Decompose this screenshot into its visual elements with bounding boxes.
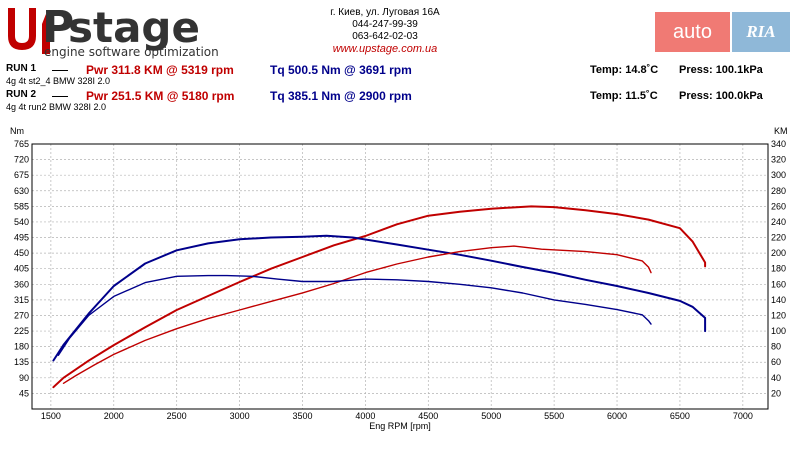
run1-press: Press: 100.1kPa [679, 64, 763, 76]
y-right-tick-label: 120 [771, 310, 786, 320]
series-line-0 [52, 205, 707, 389]
x-tick-label: 3000 [230, 411, 250, 421]
y-right-tick-label: 180 [771, 264, 786, 274]
phone-1: 044-247-99-39 [352, 19, 418, 30]
run1-label: RUN 1 [6, 63, 37, 74]
run2-subtitle: 4g 4t run2 BMW 328I 2.0 [6, 102, 107, 112]
y-right-tick-label: 20 [771, 388, 781, 398]
run1-subtitle: 4g 4t st2_4 BMW 328I 2.0 [6, 76, 111, 86]
chart-labels: 1500 2000 2500 3000 3500 4000 4500 5000 5500 6000… [10, 126, 788, 431]
x-tick-label: 4000 [355, 411, 375, 421]
y-right-tick-label: 80 [771, 342, 781, 352]
watermark-auto: auto [655, 12, 730, 52]
y-right-tick-label: 140 [771, 295, 786, 305]
chart-axes [31, 143, 769, 410]
run2-pwr: Pwr 251.5 KM @ 5180 rpm [86, 89, 235, 103]
run2-press: Press: 100.0kPa [679, 90, 763, 102]
phone-2: 063-642-02-03 [352, 31, 418, 42]
y-left-tick-label: 720 [14, 155, 29, 165]
y-left-tick-label: 405 [14, 264, 29, 274]
y-right-axis-label: KM [774, 126, 788, 136]
y-right-tick-label: 200 [771, 248, 786, 258]
y-left-tick-label: 45 [19, 388, 29, 398]
y-left-tick-label: 585 [14, 201, 29, 211]
address: г. Киев, ул. Луговая 16А [330, 7, 440, 18]
y-left-tick-label: 765 [14, 139, 29, 149]
series-line-3 [57, 274, 652, 357]
svg-text:P: P [42, 2, 74, 53]
y-left-tick-label: 315 [14, 295, 29, 305]
x-tick-label: 1500 [41, 411, 61, 421]
dyno-chart: 1500 2000 2500 3000 3500 4000 4500 5000 5500 6000… [10, 126, 788, 431]
y-left-tick-label: 270 [14, 310, 29, 320]
x-axis-label: Eng RPM [rpm] [369, 421, 431, 431]
x-tick-label: 5000 [481, 411, 501, 421]
brand-tagline: engine software optimization [44, 45, 219, 59]
run2-temp: Temp: 11.5˚C [590, 90, 658, 102]
run1-legend-line [52, 70, 68, 71]
y-right-tick-label: 240 [771, 217, 786, 227]
y-left-tick-label: 135 [14, 357, 29, 367]
y-left-tick-label: 180 [14, 342, 29, 352]
run1-tq: Tq 500.5 Nm @ 3691 rpm [270, 63, 412, 77]
y-left-tick-label: 450 [14, 248, 29, 258]
upstage-logo: P stage engine software optimization [8, 2, 219, 59]
watermark-ria: RIA [732, 12, 790, 52]
plot-frame [31, 143, 769, 410]
y-right-tick-label: 320 [771, 155, 786, 165]
run2-tq: Tq 385.1 Nm @ 2900 rpm [270, 89, 412, 103]
svg-text:stage: stage [68, 3, 200, 52]
run2-label: RUN 2 [6, 89, 37, 100]
chart-series [52, 205, 707, 389]
y-left-tick-label: 675 [14, 170, 29, 180]
y-left-tick-label: 630 [14, 186, 29, 196]
y-left-axis-label: Nm [10, 126, 24, 136]
series-line-2 [62, 245, 652, 384]
autoria-watermark: auto RIA [655, 12, 790, 52]
x-tick-label: 5500 [544, 411, 564, 421]
x-tick-label: 7000 [733, 411, 753, 421]
run1-temp: Temp: 14.8˚C [590, 64, 659, 76]
y-right-tick-label: 260 [771, 201, 786, 211]
x-tick-label: 2000 [104, 411, 124, 421]
y-left-tick-label: 360 [14, 279, 29, 289]
run1-pwr: Pwr 311.8 KM @ 5319 rpm [86, 63, 234, 77]
y-left-tick-label: 225 [14, 326, 29, 336]
x-tick-label: 6000 [607, 411, 627, 421]
y-right-tick-label: 340 [771, 139, 786, 149]
x-tick-label: 2500 [167, 411, 187, 421]
y-right-tick-label: 60 [771, 357, 781, 367]
y-left-tick-label: 540 [14, 217, 29, 227]
y-right-tick-label: 300 [771, 170, 786, 180]
x-tick-label: 6500 [670, 411, 690, 421]
chart-grid [32, 143, 768, 409]
x-tick-label: 4500 [418, 411, 438, 421]
run2-legend-line [52, 96, 68, 97]
series-line-1 [52, 234, 707, 362]
y-left-tick-label: 90 [19, 373, 29, 383]
y-right-tick-label: 100 [771, 326, 786, 336]
y-right-tick-label: 160 [771, 279, 786, 289]
y-right-tick-label: 40 [771, 373, 781, 383]
website-link[interactable]: www.upstage.com.ua [332, 43, 438, 55]
y-right-tick-label: 220 [771, 233, 786, 243]
y-right-tick-label: 280 [771, 186, 786, 196]
y-left-tick-label: 495 [14, 233, 29, 243]
x-tick-label: 3500 [292, 411, 312, 421]
